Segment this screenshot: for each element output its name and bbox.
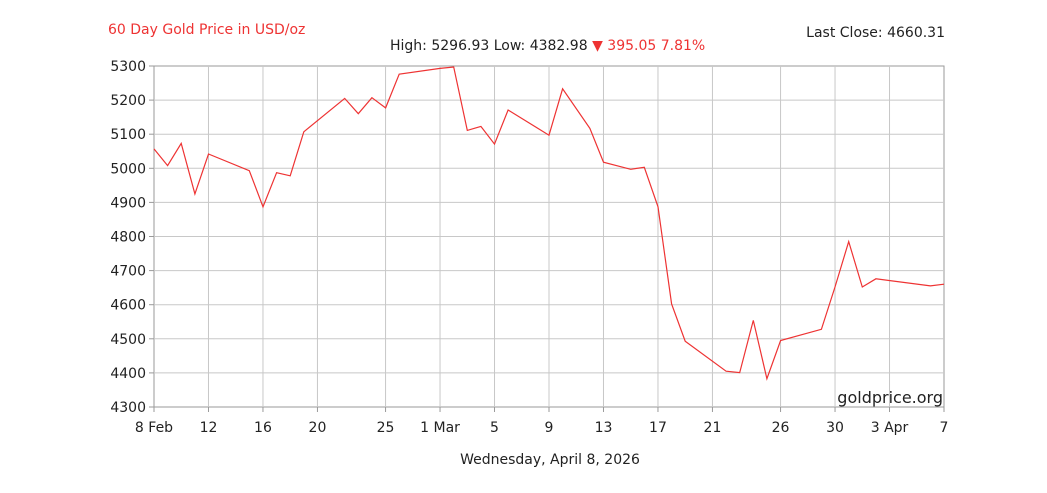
data-point: [371, 96, 374, 99]
y-axis: 5300 5200 5100 5000 4900 4800 4700 4600 4500 4400…: [110, 59, 154, 416]
data-point: [289, 174, 292, 177]
price-line: [153, 66, 945, 381]
data-point: [643, 166, 646, 169]
x-tick-label: 7: [940, 420, 949, 436]
x-tick-label: 9: [545, 420, 554, 436]
x-tick-label: 25: [377, 420, 395, 436]
data-point: [357, 112, 360, 115]
y-tick-label: 4300: [110, 400, 146, 416]
y-tick-label: 4900: [110, 195, 146, 211]
data-point: [834, 286, 837, 289]
data-point: [466, 129, 469, 132]
data-point: [929, 285, 932, 288]
x-tick-label: 16: [254, 420, 272, 436]
y-tick-label: 4600: [110, 298, 146, 314]
data-point: [847, 240, 850, 243]
last-close-value: 4660.31: [887, 25, 945, 41]
data-point: [452, 66, 455, 69]
x-tick-label: 30: [826, 420, 844, 436]
data-point: [589, 127, 592, 130]
x-tick-label: 12: [200, 420, 218, 436]
data-point: [439, 67, 442, 70]
x-tick-label: 1 Mar: [420, 420, 460, 436]
y-tick-label: 5000: [110, 161, 146, 177]
data-point: [302, 130, 305, 133]
y-tick-label: 4800: [110, 230, 146, 246]
high-value: 5296.93: [431, 38, 490, 54]
data-point: [738, 371, 741, 374]
x-tick-label: 17: [649, 420, 667, 436]
data-point: [561, 87, 564, 90]
data-point: [657, 205, 660, 208]
data-point: [548, 134, 551, 137]
data-point: [398, 73, 401, 76]
data-point: [875, 277, 878, 280]
x-tick-label: 21: [704, 420, 722, 436]
data-point: [684, 340, 687, 343]
y-tick-label: 4700: [110, 264, 146, 280]
x-tick-label: 13: [595, 420, 613, 436]
data-point: [493, 143, 496, 146]
x-tick-label: 8 Feb: [135, 420, 173, 436]
high-label: High:: [390, 38, 427, 54]
data-point: [343, 97, 346, 100]
data-point: [248, 169, 251, 172]
x-tick-label: 3 Apr: [871, 420, 909, 436]
last-close-label: Last Close:: [806, 25, 883, 41]
data-point: [861, 286, 864, 289]
data-point: [779, 339, 782, 342]
data-point: [943, 283, 946, 286]
down-triangle-icon: ▼: [592, 38, 603, 54]
y-tick-label: 5200: [110, 93, 146, 109]
y-tick-label: 4500: [110, 332, 146, 348]
x-tick-label: 5: [490, 420, 499, 436]
data-point: [766, 377, 769, 380]
data-point: [480, 125, 483, 128]
low-value: 4382.98: [529, 38, 588, 54]
watermark: goldprice.org: [837, 388, 943, 407]
data-point: [275, 171, 278, 174]
x-tick-label: 26: [772, 420, 790, 436]
data-point: [262, 205, 265, 208]
data-point: [602, 161, 605, 164]
change-value: 395.05: [607, 38, 657, 54]
data-point: [670, 303, 673, 306]
data-point: [194, 193, 197, 196]
grid-lines: [154, 66, 944, 407]
x-axis-caption: Wednesday, April 8, 2026: [460, 452, 640, 468]
data-point: [180, 142, 183, 145]
data-point: [207, 153, 210, 156]
y-tick-label: 4400: [110, 366, 146, 382]
y-tick-label: 5300: [110, 59, 146, 75]
x-tick-label: 20: [309, 420, 327, 436]
data-point: [820, 328, 823, 331]
data-point: [752, 319, 755, 322]
data-point: [166, 164, 169, 167]
change-percent: 7.81%: [660, 38, 706, 54]
low-label: Low:: [493, 38, 526, 54]
data-point: [384, 107, 387, 110]
chart-title: 60 Day Gold Price in USD/oz: [108, 22, 306, 38]
data-point: [725, 370, 728, 373]
last-close: Last Close: 4660.31: [806, 25, 945, 41]
y-tick-label: 5100: [110, 127, 146, 143]
data-point: [629, 168, 632, 171]
data-point: [507, 109, 510, 112]
high-low-stats: High: 5296.93 Low: 4382.98 ▼ 395.05 7.81…: [390, 38, 705, 54]
data-point: [153, 148, 156, 151]
x-axis: 8 Feb 12 16 20 25 1 Mar 5 9 13 17 21 26 30 3 Apr 7: [135, 407, 949, 436]
